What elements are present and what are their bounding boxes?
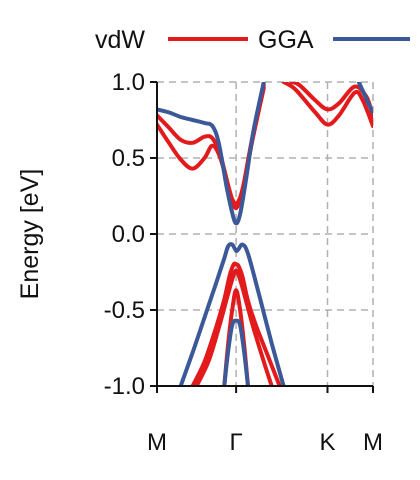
- x-tick-label: M: [147, 429, 167, 456]
- x-tick-label: Γ: [230, 429, 243, 456]
- legend-label-gga: GGA: [258, 26, 314, 54]
- band-line-gga: [157, 82, 266, 226]
- grid: [157, 81, 374, 387]
- legend-label-vdw: vdW: [95, 26, 145, 54]
- band-line-vdw: [190, 261, 282, 386]
- y-tick-label: -1.0: [104, 373, 145, 400]
- y-tick-label: 0.0: [112, 221, 145, 248]
- x-tick-label: K: [319, 429, 335, 456]
- y-tick-label: 1.0: [112, 69, 145, 96]
- band-line-gga: [178, 242, 286, 386]
- y-tick-label: 0.5: [112, 145, 145, 172]
- band-line-vdw: [157, 83, 266, 206]
- band-line-vdw: [157, 86, 266, 211]
- ticks: 1.0 0.5 0.0 -0.5 -1.0 M Γ K M: [104, 69, 383, 456]
- band-line-gga: [356, 82, 373, 115]
- legend: vdW GGA: [95, 26, 410, 54]
- y-axis-title: Energy [eV]: [16, 169, 44, 300]
- y-tick-label: -0.5: [104, 297, 145, 324]
- x-tick-label: M: [363, 429, 383, 456]
- band-line-vdw: [194, 268, 274, 386]
- bands: [157, 82, 373, 386]
- band-line-gga: [222, 318, 250, 386]
- band-line-vdw: [281, 82, 373, 129]
